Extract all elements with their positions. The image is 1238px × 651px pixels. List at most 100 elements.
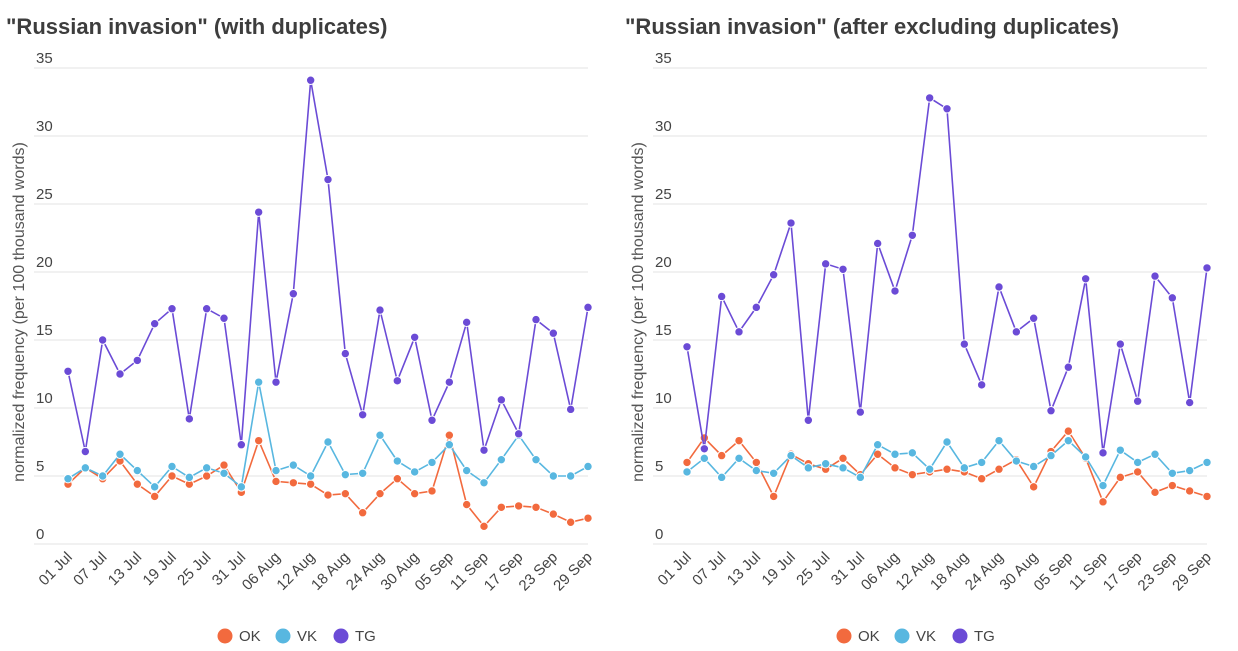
data-point [786,218,796,228]
data-point [890,463,900,473]
y-tick-label: 5 [36,458,44,475]
legend-swatch [952,628,968,644]
data-point [323,437,333,447]
x-tick-label: 12 Aug [273,549,318,594]
data-point [340,348,351,359]
data-point [890,286,900,296]
data-point [305,479,316,489]
series-tg [682,93,1212,458]
data-point [236,440,247,450]
data-point [1132,457,1143,468]
data-point [1167,480,1178,491]
data-point [716,472,727,483]
data-point [786,450,796,461]
y-tick-label: 20 [36,254,53,271]
data-point [340,488,351,499]
data-point [548,328,559,338]
x-tick-label: 19 Jul [140,549,180,589]
data-point [1098,480,1108,491]
data-point [1150,487,1160,498]
data-point [375,430,385,440]
data-point [427,457,437,468]
data-point [357,410,368,420]
data-point [271,465,281,476]
data-point [716,450,727,461]
data-point [184,414,195,424]
x-tick-label: 19 Jul [759,549,799,589]
series-line [67,432,589,528]
y-tick-label: 30 [36,118,53,135]
data-point [768,491,779,502]
data-point [184,472,195,483]
legend-label: TG [974,628,995,645]
data-point [531,502,541,512]
data-point [1184,465,1195,476]
data-point [271,476,281,487]
data-point [1046,406,1056,416]
data-point [1202,457,1212,468]
y-tick-label: 15 [655,322,672,339]
data-point [1150,271,1160,281]
x-tick-label: 13 Jul [724,549,764,589]
data-point [1063,435,1074,446]
data-point [890,449,900,459]
line-chart: 0 5 10 15 20 25 30 35 normalized frequency (per … [11,50,596,645]
data-point [548,471,559,481]
data-point [97,471,108,481]
data-point [872,238,883,249]
y-tick-label: 35 [36,50,53,67]
data-point [409,488,420,499]
data-point [479,521,489,532]
data-point [149,491,160,502]
data-point [1063,362,1074,372]
x-tick-label: 05 Sep [412,549,458,595]
data-point [271,377,281,387]
data-point [288,478,299,488]
data-point [565,471,576,481]
y-tick-label: 0 [36,526,44,543]
legend-swatch [836,628,852,644]
chart-panel-after-excluding-duplicates: "Russian invasion" (after excluding dupl… [619,0,1238,651]
data-point [63,474,73,484]
data-point [1202,263,1212,273]
legend-label: VK [916,628,936,645]
y-tick-label: 5 [655,458,663,475]
data-point [288,460,299,470]
data-point [461,499,472,510]
legend-item-vk: VK [275,628,317,645]
data-point [1167,468,1178,478]
data-point [751,457,762,468]
x-tick-label: 24 Aug [962,549,1007,594]
data-point [461,465,472,476]
series-vk [63,377,593,492]
data-point [1132,396,1143,406]
data-point [838,463,848,473]
data-point [942,437,952,447]
data-point [392,376,403,386]
x-tick-label: 06 Aug [858,549,903,594]
y-tick-label: 10 [655,390,672,407]
data-point [1184,397,1195,408]
x-tick-label: 06 Aug [239,549,284,594]
data-point [479,445,489,455]
data-point [872,440,883,450]
data-point [479,478,489,488]
x-tick-label: 01 Jul [655,549,695,589]
data-point [1098,448,1108,458]
x-tick-label: 25 Jul [793,549,833,589]
data-point [820,459,831,469]
data-point [959,339,970,349]
data-point [1115,472,1126,483]
data-point [855,407,866,417]
data-point [201,471,212,481]
data-point [531,314,541,325]
chart-title: "Russian invasion" (after excluding dupl… [625,14,1119,39]
data-point [80,446,91,457]
data-point [1028,313,1039,323]
data-point [734,435,744,446]
data-point [409,467,420,477]
y-tick-label: 25 [36,186,53,203]
data-point [583,461,593,472]
data-point [167,304,177,314]
